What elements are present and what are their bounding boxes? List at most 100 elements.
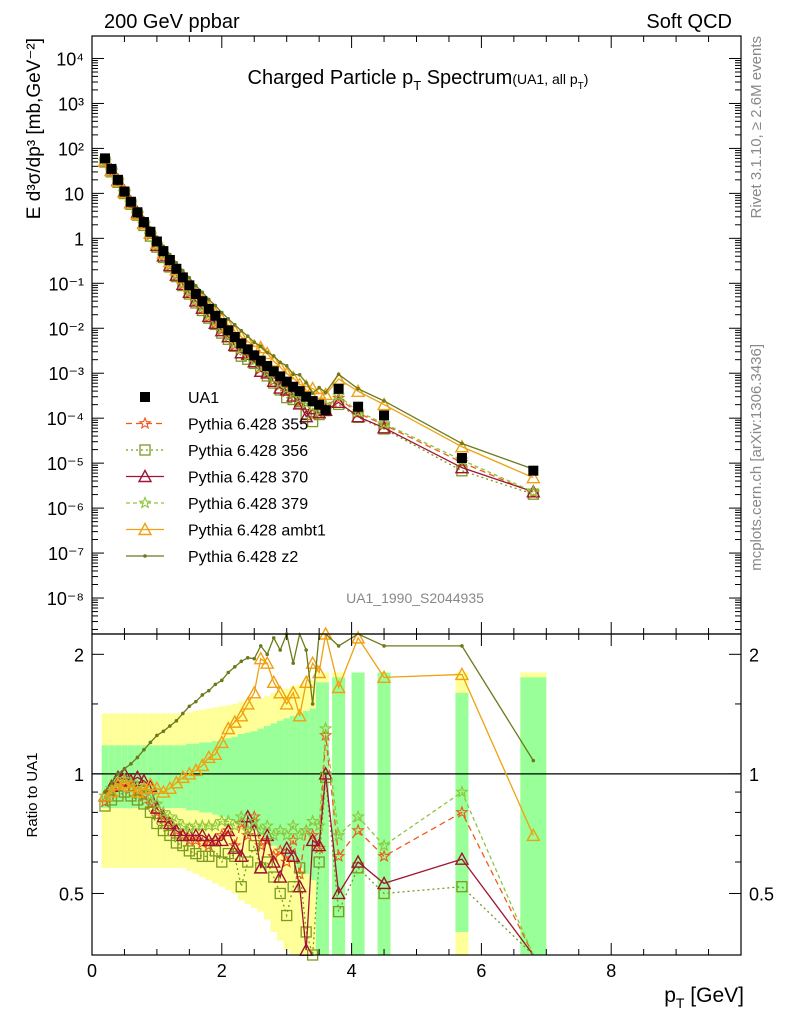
ratio-marker-2 [214, 832, 229, 847]
ratio-marker-5 [109, 780, 114, 785]
ratio-stat-band [225, 738, 232, 819]
ratio-marker-5 [142, 747, 146, 752]
legend-marker-0 [138, 416, 152, 430]
data-point [164, 254, 175, 265]
data-point [112, 174, 123, 185]
ratio-marker-3 [247, 814, 262, 828]
ratio-stat-band [218, 739, 226, 817]
ratio-marker-0 [189, 833, 203, 847]
ratio-marker-0 [292, 866, 307, 880]
ratio-marker-3 [331, 828, 346, 842]
series-marker-5 [174, 261, 179, 265]
x-tick-label: 6 [476, 961, 486, 981]
series-marker-5 [239, 328, 244, 333]
ratio-marker-4 [201, 749, 216, 764]
series-marker-5 [304, 380, 308, 385]
data-point [307, 396, 318, 407]
ratio-marker-5 [135, 755, 140, 760]
title-main-sub: T [413, 78, 421, 93]
ratio-stat-band [166, 745, 174, 809]
series-line-2 [104, 160, 534, 493]
ratio-marker-3 [240, 823, 255, 837]
data-point [145, 226, 156, 237]
data-point [171, 263, 182, 274]
data-point [301, 391, 312, 402]
series-marker-5 [278, 360, 283, 365]
data-point [379, 410, 390, 421]
ratio-marker-3 [176, 818, 190, 832]
ratio-marker-5 [291, 661, 295, 665]
ratio-marker-4 [260, 655, 275, 669]
ratio-marker-1 [216, 856, 228, 868]
side-label-top: Rivet 3.1.10, ≥ 2.6M events [748, 36, 765, 219]
ratio-stat-band [147, 745, 154, 809]
ratio-stat-band [251, 731, 258, 831]
series-marker-4 [298, 378, 314, 393]
series-marker-5 [181, 268, 185, 273]
ratio-marker-3 [318, 721, 333, 735]
ratio-y-label: Ratio to UA1 [24, 752, 41, 837]
series-marker-3 [331, 388, 346, 402]
x-axis-label: pT [GeV] [664, 984, 744, 1011]
ratio-marker-5 [155, 733, 159, 738]
ratio-stat-band [212, 741, 219, 815]
ratio-marker-4 [286, 685, 301, 699]
ratio-marker-5 [207, 688, 211, 693]
ratio-marker-5 [336, 644, 341, 648]
ratio-marker-1 [313, 856, 325, 868]
data-point [320, 405, 331, 416]
ratio-marker-4 [279, 696, 294, 710]
ratio-marker-4 [273, 685, 288, 699]
ratio-line-1 [104, 777, 534, 956]
ratio-marker-5 [116, 772, 120, 776]
x-label-main: p [664, 984, 676, 1007]
ratio-marker-4 [227, 714, 242, 728]
series-marker-5 [460, 441, 464, 446]
y-axis-label: E d³σ/dp³ [mb,GeV⁻²] [24, 38, 45, 219]
series-marker-5 [336, 372, 341, 377]
ratio-marker-4 [247, 685, 262, 699]
ratio-stat-band [238, 734, 245, 826]
header-left: 200 GeV ppbar [104, 11, 240, 33]
data-point [210, 310, 221, 321]
ratio-tick-label: 0.5 [59, 884, 84, 904]
ratio-stat-band [377, 672, 391, 955]
ratio-tick-label-right: 2 [749, 645, 759, 665]
ratio-marker-4 [234, 708, 249, 722]
series-marker-5 [323, 390, 328, 395]
x-label-sub: T [676, 995, 685, 1011]
ratio-marker-2 [117, 766, 132, 780]
ratio-marker-3 [150, 796, 164, 810]
series-marker-4 [376, 397, 392, 411]
ratio-marker-4 [526, 827, 541, 842]
ratio-marker-1 [170, 837, 183, 849]
data-point [229, 331, 240, 342]
ratio-stat-band [322, 682, 329, 955]
ratio-stat-band [296, 713, 303, 868]
ratio-marker-5 [168, 724, 172, 728]
ratio-marker-1 [456, 881, 468, 893]
data-point [151, 236, 162, 247]
ratio-marker-5 [213, 682, 218, 687]
legend-marker-1 [139, 444, 151, 456]
ratio-marker-4 [149, 780, 165, 794]
series-marker-3 [526, 484, 541, 498]
data-point [190, 288, 201, 299]
data-point [242, 344, 253, 355]
series-marker-4 [311, 385, 327, 399]
ratio-stat-band [263, 725, 271, 841]
legend-marker-4 [137, 522, 153, 536]
series-marker-5 [258, 344, 263, 348]
series-marker-1 [378, 423, 390, 435]
y-tick-label: 10⁻⁷ [48, 544, 84, 564]
series-marker-0 [331, 390, 346, 404]
x-tick-label: 2 [217, 961, 227, 981]
ratio-marker-3 [351, 809, 365, 823]
ratio-marker-4 [104, 784, 119, 798]
ratio-marker-0 [240, 828, 255, 842]
ratio-marker-5 [122, 766, 127, 771]
ratio-marker-1 [294, 862, 306, 874]
series-marker-5 [213, 303, 218, 308]
title-note-sub: T [578, 81, 584, 92]
ratio-marker-4 [266, 674, 281, 689]
